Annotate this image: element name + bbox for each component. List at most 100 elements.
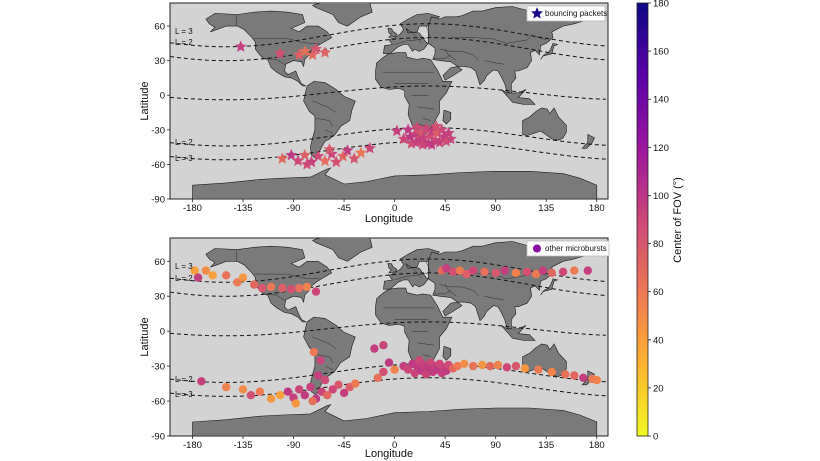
microburst-marker <box>547 268 556 278</box>
microburst-marker <box>531 269 541 279</box>
axes: -180 -135 -90 -45 0 45 90 135 180 60 30 0 -30 -60 -90 <box>151 22 604 214</box>
country-border <box>394 37 429 45</box>
map-panel-top: L = 3 L = 2 L = 2 L = 3 bouncing packets… <box>139 2 609 225</box>
microburst-marker <box>295 385 304 394</box>
microburst-marker <box>455 266 464 275</box>
landmass-greenland <box>311 3 373 27</box>
microburst-marker <box>379 341 388 350</box>
colorbar-gradient <box>636 2 649 437</box>
l-shell-label: L = 3 <box>175 154 193 163</box>
microburst-marker <box>278 283 287 293</box>
microburst-marker <box>320 375 330 385</box>
country-border <box>417 106 434 110</box>
microburst-marker <box>460 359 469 368</box>
microburst-marker <box>208 271 217 280</box>
microburst-marker <box>538 266 548 275</box>
legend-box <box>526 5 606 22</box>
bouncing-packet-marker <box>336 149 350 162</box>
x-tick-label: -45 <box>337 440 351 451</box>
bouncing-packet-marker <box>318 154 332 167</box>
l-shell-contours <box>170 23 606 161</box>
x-tick-label: -135 <box>233 440 252 451</box>
bouncing-packet-marker <box>323 143 336 155</box>
x-tick-label: -180 <box>183 440 202 451</box>
microburst-marker <box>583 266 592 275</box>
x-tick-label: 135 <box>538 203 554 214</box>
country-border <box>445 49 457 61</box>
landmass-japan <box>540 278 559 296</box>
y-tick-label: 60 <box>154 257 165 268</box>
microburst-marker <box>334 380 343 389</box>
x-tick-label: -135 <box>233 203 252 214</box>
country-border <box>324 129 333 134</box>
microburst-marker <box>233 278 242 287</box>
l-shell-contour <box>170 127 606 147</box>
x-tick-label: 0 <box>392 440 397 451</box>
l-shell-label: L = 3 <box>175 262 193 271</box>
microburst-marker <box>302 282 312 292</box>
country-border <box>263 58 286 66</box>
country-border <box>425 26 431 38</box>
microburst-marker <box>287 285 296 294</box>
landmass-greenland <box>311 238 373 262</box>
legend-circle-marker <box>533 244 541 253</box>
x-tick-label: 135 <box>538 440 554 451</box>
microburst-marker <box>469 361 478 371</box>
bouncing-packet-marker <box>425 138 438 150</box>
microburst-marker <box>266 282 276 292</box>
microburst-marker <box>306 382 315 392</box>
landmass-asia <box>427 6 598 95</box>
landmass-japan <box>540 43 559 60</box>
country-border <box>315 354 333 363</box>
country-border <box>254 38 320 44</box>
x-tick-label: 180 <box>589 203 605 214</box>
x-tick-label: 0 <box>392 203 397 214</box>
microburst-marker <box>480 267 489 276</box>
legend-star-marker <box>531 7 543 19</box>
microburst-marker <box>370 344 379 353</box>
landmass-australia <box>522 343 567 377</box>
x-tick-label: 45 <box>440 440 451 451</box>
microburst-marker <box>351 379 360 388</box>
bouncing-packet-marker <box>354 146 368 159</box>
country-border <box>433 290 451 295</box>
y-tick-label: 60 <box>154 22 165 33</box>
country-border <box>422 118 431 121</box>
microburst-marker <box>485 361 495 371</box>
country-border <box>422 354 431 357</box>
colorbar-tick-label: 60 <box>653 287 664 298</box>
microburst-marker <box>255 387 264 396</box>
colorbar-tick-label: 80 <box>653 239 664 250</box>
microburst-marker <box>246 391 256 400</box>
landmass-uk <box>387 28 398 39</box>
microburst-marker <box>311 287 321 296</box>
y-tick-label: -90 <box>151 432 165 443</box>
microburst-marker <box>570 371 579 380</box>
microburst-marker <box>410 368 419 378</box>
microburst-marker <box>403 365 413 374</box>
l-shell-label: L = 2 <box>175 38 193 47</box>
microburst-marker <box>316 356 325 365</box>
microburst-marker <box>373 373 382 382</box>
bouncing-packet-marker <box>390 124 403 137</box>
bouncing-packet-marker <box>285 148 298 161</box>
bouncing-packet-marker <box>341 144 354 156</box>
y-tick-label: 0 <box>160 327 165 338</box>
microburst-marker <box>222 382 231 392</box>
microburst-marker <box>323 391 332 400</box>
country-border <box>324 365 333 370</box>
bouncing-packet-marker <box>312 149 325 162</box>
microburst-marker <box>592 375 601 385</box>
microburst-marker <box>190 266 199 275</box>
microburst-marker <box>511 361 521 371</box>
microburst-marker <box>300 391 309 400</box>
x-tick-label: 180 <box>589 440 605 451</box>
country-border <box>484 296 504 300</box>
data-markers <box>234 40 457 170</box>
x-tick-label: -90 <box>287 440 301 451</box>
microburst-marker <box>462 269 471 279</box>
bouncing-packet-marker <box>404 130 417 142</box>
bouncing-packet-marker <box>276 152 289 164</box>
microburst-marker <box>384 358 394 367</box>
microburst-marker <box>502 363 512 372</box>
